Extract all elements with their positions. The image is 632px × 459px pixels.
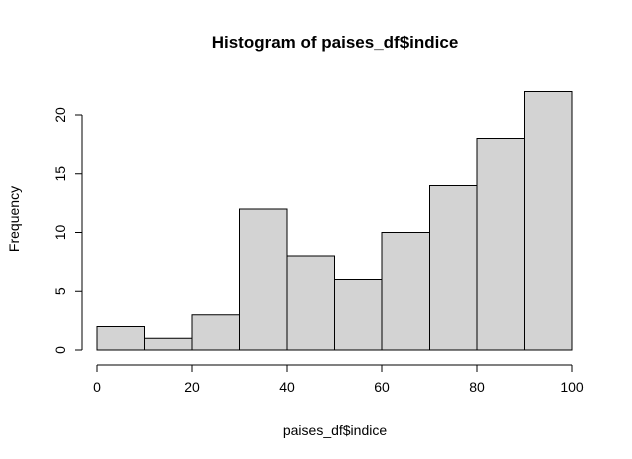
x-axis-label: paises_df$indice <box>283 422 388 438</box>
histogram-bar-3 <box>239 208 288 351</box>
x-tick-label: 60 <box>374 379 390 395</box>
y-tick-label: 20 <box>52 107 68 123</box>
histogram-bar-2 <box>191 314 240 351</box>
y-tick-label: 0 <box>52 346 68 354</box>
y-axis: 0 5 10 15 20 <box>52 107 83 354</box>
bars-group <box>96 91 573 351</box>
histogram-bar-0 <box>96 326 145 351</box>
x-tick-label: 80 <box>469 379 485 395</box>
histogram-bar-7 <box>429 185 478 351</box>
y-tick-label: 15 <box>52 166 68 182</box>
y-tick-label: 5 <box>52 287 68 295</box>
histogram-bar-4 <box>286 255 335 351</box>
x-axis: 0 20 40 60 80 100 <box>93 364 584 395</box>
histogram-bar-1 <box>144 337 193 351</box>
x-tick-label: 100 <box>560 379 584 395</box>
histogram-bar-5 <box>334 279 383 351</box>
histogram-bar-9 <box>524 91 573 351</box>
histogram-bar-8 <box>476 138 525 351</box>
x-tick-label: 0 <box>93 379 101 395</box>
x-tick-label: 20 <box>184 379 200 395</box>
chart-title: Histogram of paises_df$indice <box>212 33 459 52</box>
x-tick-label: 40 <box>279 379 295 395</box>
histogram-bar-6 <box>381 232 430 351</box>
y-tick-label: 10 <box>52 225 68 241</box>
y-axis-label: Frequency <box>6 186 22 252</box>
